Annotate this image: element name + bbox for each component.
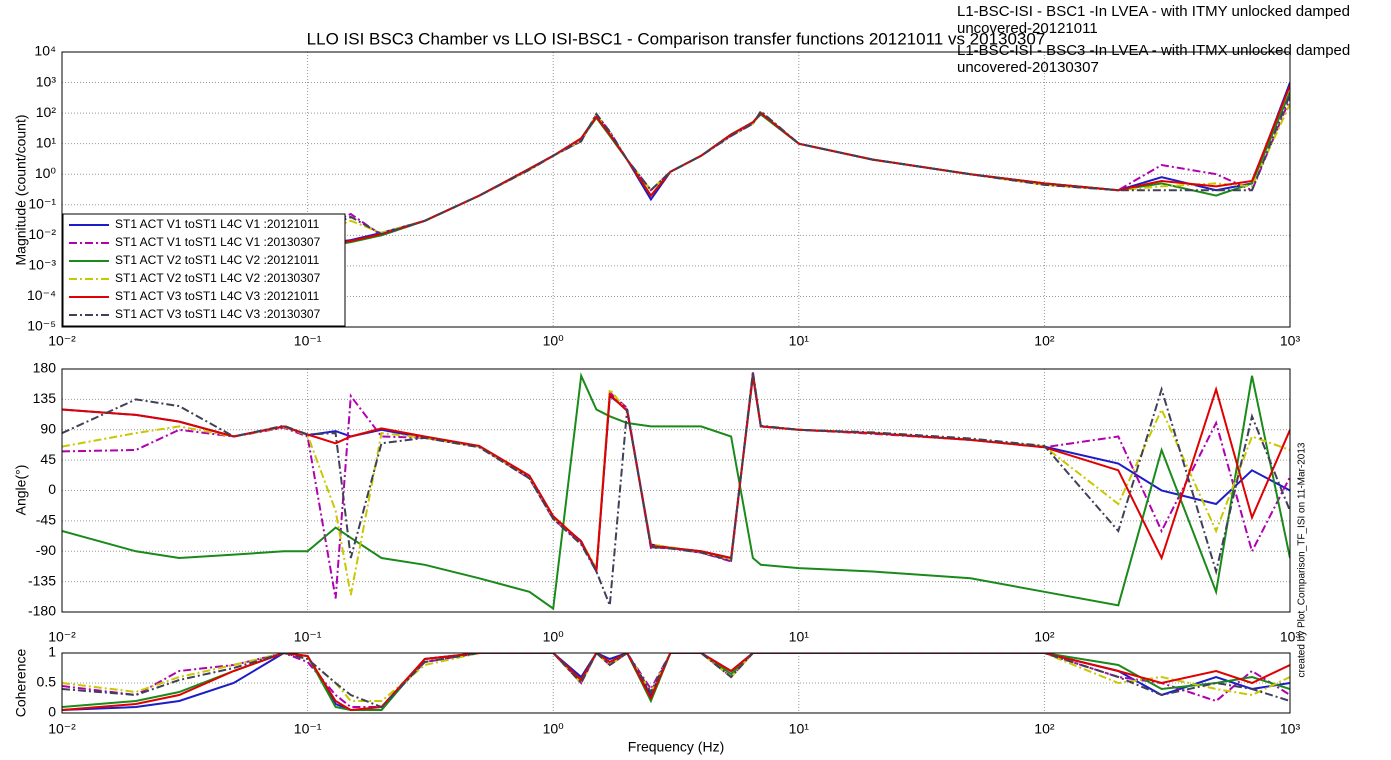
x-tick-label: 10³	[1280, 333, 1301, 349]
y-tick-label: 10⁴	[34, 43, 56, 59]
annotation: L1-BSC-ISI - BSC3 -In LVEA - with ITMX u…	[957, 42, 1351, 76]
y-tick-label: 180	[33, 360, 57, 376]
y-axis-label: Angle(°)	[13, 465, 29, 516]
axes-box	[61, 652, 1291, 714]
y-tick-label: 10⁻³	[28, 257, 56, 273]
x-tick-label: 10⁰	[543, 629, 565, 645]
y-tick-label: -180	[28, 603, 56, 619]
legend-box	[62, 213, 346, 327]
y-tick-label: 45	[40, 451, 56, 467]
y-tick-label: -45	[36, 512, 56, 528]
x-tick-label: 10¹	[789, 629, 810, 645]
legend-label: ST1 ACT V2 toST1 L4C V2 :20130307	[115, 271, 321, 285]
x-tick-label: 10²	[1034, 629, 1055, 645]
footnote: created by Plot_Comparison_TF_ISI on 11-…	[1297, 442, 1308, 677]
y-tick-label: 10²	[36, 104, 57, 120]
y-tick-label: 10⁻¹	[28, 195, 56, 211]
legend-label: ST1 ACT V1 toST1 L4C V1 :20130307	[115, 235, 321, 249]
y-tick-label: 1	[48, 644, 56, 660]
x-tick-label: 10⁻²	[48, 629, 76, 645]
x-tick-label: 10¹	[789, 721, 810, 737]
x-tick-label: 10⁻¹	[294, 333, 322, 349]
series-line	[62, 375, 1290, 574]
x-tick-label: 10³	[1280, 629, 1301, 645]
y-tick-label: 10¹	[36, 134, 57, 150]
y-tick-label: 0.5	[37, 674, 57, 690]
annotation: L1-BSC-ISI - BSC1 -In LVEA - with ITMY u…	[957, 3, 1350, 37]
y-tick-label: 135	[33, 390, 57, 406]
y-tick-label: 10⁰	[35, 165, 57, 181]
x-tick-label: 10⁻¹	[294, 629, 322, 645]
legend-label: ST1 ACT V2 toST1 L4C V2 :20121011	[115, 253, 320, 267]
y-tick-label: 10³	[36, 73, 57, 89]
x-tick-label: 10⁻¹	[294, 721, 322, 737]
y-tick-label: 10⁻⁵	[27, 318, 56, 334]
y-tick-label: 10⁻²	[28, 226, 56, 242]
legend-label: ST1 ACT V1 toST1 L4C V1 :20121011	[115, 217, 320, 231]
legend-label: ST1 ACT V3 toST1 L4C V3 :20130307	[115, 307, 321, 321]
x-tick-label: 10²	[1034, 333, 1055, 349]
x-tick-label: 10⁻²	[48, 721, 76, 737]
y-tick-label: 0	[48, 481, 56, 497]
series-line	[62, 653, 1290, 709]
y-axis-label: Coherence	[13, 649, 29, 718]
legend-label: ST1 ACT V3 toST1 L4C V3 :20121011	[115, 289, 320, 303]
x-tick-label: 10⁰	[543, 721, 565, 737]
y-tick-label: -90	[36, 542, 56, 558]
x-tick-label: 10¹	[789, 333, 810, 349]
y-tick-label: 90	[40, 420, 56, 436]
y-axis-label: Magnitude (count/count)	[13, 115, 29, 266]
x-tick-label: 10³	[1280, 721, 1301, 737]
axes-box	[61, 368, 1291, 613]
x-tick-label: 10²	[1034, 721, 1055, 737]
x-tick-label: 10⁰	[543, 333, 565, 349]
y-tick-label: 0	[48, 704, 56, 720]
plot-area	[62, 369, 1290, 612]
x-tick-label: 10⁻²	[48, 333, 76, 349]
y-tick-label: 10⁻⁴	[27, 287, 56, 303]
chart-title: LLO ISI BSC3 Chamber vs LLO ISI-BSC1 - C…	[307, 29, 1046, 48]
y-tick-label: -135	[28, 572, 56, 588]
x-axis-label: Frequency (Hz)	[628, 739, 724, 755]
series-line	[62, 371, 1290, 606]
series-line	[62, 372, 1290, 611]
axes-box	[61, 51, 1291, 328]
